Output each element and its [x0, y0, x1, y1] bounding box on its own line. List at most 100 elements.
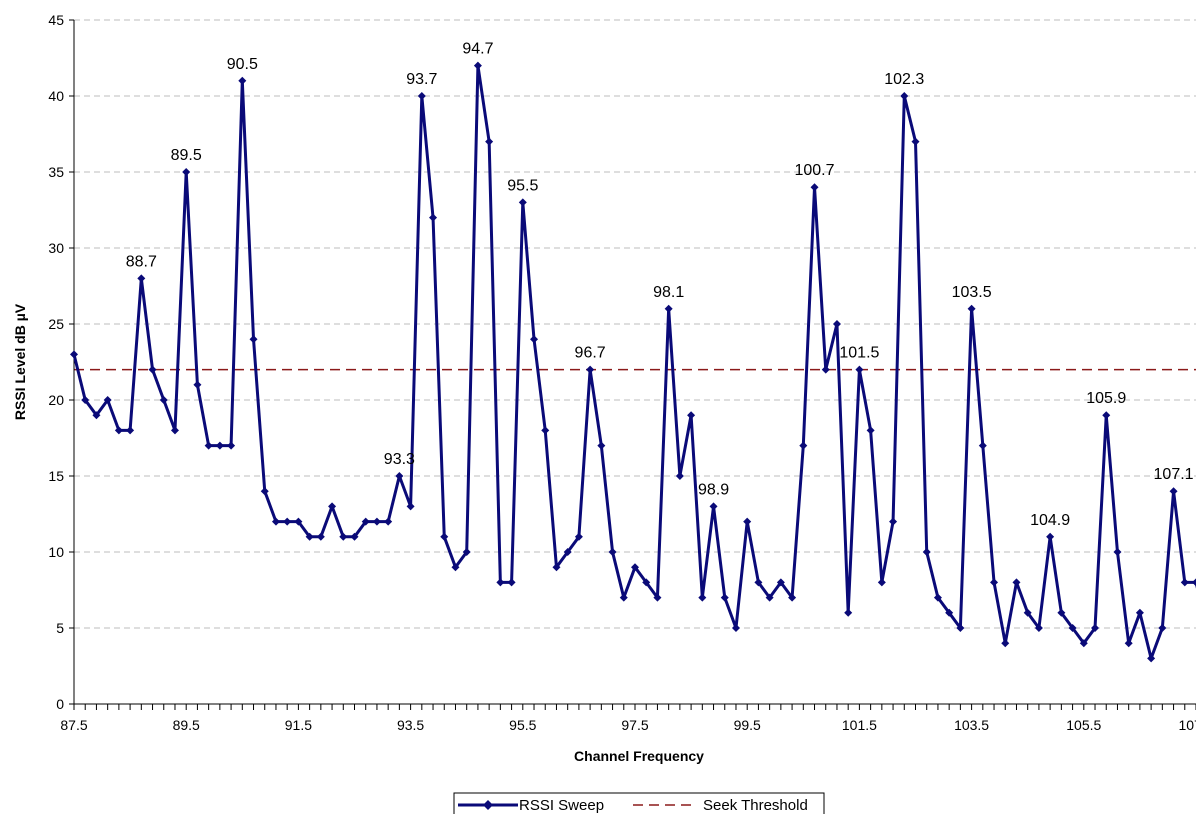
- legend-sweep-label: RSSI Sweep: [519, 797, 604, 814]
- peak-label: 96.7: [575, 345, 606, 362]
- rssi-sweep-point: [866, 426, 875, 435]
- rssi-sweep-point: [664, 304, 673, 313]
- rssi-sweep-point: [1192, 578, 1196, 587]
- rssi-sweep-point: [182, 168, 191, 176]
- y-tick-label: 5: [56, 620, 64, 636]
- peak-label: 90.5: [227, 56, 258, 73]
- peak-label: 102.3: [884, 71, 924, 88]
- rssi-sweep-point: [1023, 608, 1032, 617]
- rssi-sweep-point: [967, 304, 976, 313]
- legend-threshold-label: Seek Threshold: [703, 797, 808, 814]
- rssi-sweep-point: [271, 517, 280, 526]
- rssi-sweep-point: [631, 563, 639, 572]
- rssi-sweep-point: [1180, 578, 1189, 587]
- rssi-sweep-point: [1124, 639, 1133, 648]
- x-tick-label: 91.5: [285, 717, 312, 733]
- rssi-sweep-point: [1079, 639, 1088, 648]
- y-tick-label: 0: [56, 696, 64, 712]
- rssi-sweep-point: [1012, 578, 1021, 587]
- rssi-sweep-point: [1001, 639, 1010, 648]
- y-axis-title: RSSI Level dB µV: [12, 303, 28, 420]
- rssi-sweep-point: [608, 548, 617, 556]
- rssi-sweep-point: [170, 426, 179, 435]
- rssi-sweep-point: [328, 502, 337, 511]
- rssi-sweep-point: [642, 578, 651, 587]
- y-tick-label: 20: [48, 392, 64, 408]
- rssi-sweep-point: [227, 441, 236, 450]
- rssi-sweep-point: [193, 380, 202, 389]
- rssi-sweep-point: [260, 487, 269, 496]
- rssi-sweep-point: [395, 472, 404, 480]
- rssi-sweep-point: [619, 593, 628, 602]
- rssi-sweep-point: [429, 213, 438, 222]
- peak-label: 98.9: [698, 481, 729, 498]
- rssi-sweep-point: [148, 365, 157, 374]
- rssi-sweep-point: [788, 593, 797, 602]
- peak-annotations: 88.7 89.5 90.5 93.3 93.7 94.7 95.5 96.7 98.1 98.9…: [126, 41, 1194, 529]
- rssi-sweep-point: [92, 411, 101, 420]
- rssi-sweep-point: [1046, 532, 1055, 541]
- x-axis-title: Channel Frequency: [574, 748, 704, 764]
- x-tick-label: 89.5: [173, 717, 200, 733]
- rssi-sweep-point: [743, 517, 752, 526]
- rssi-sweep-point: [709, 502, 718, 511]
- rssi-sweep-point: [653, 593, 662, 602]
- rssi-sweep-point: [114, 426, 123, 435]
- y-tick-label: 35: [48, 164, 64, 180]
- rssi-sweep-point: [249, 335, 258, 344]
- rssi-sweep-point: [159, 396, 168, 404]
- rssi-sweep-point: [339, 532, 348, 541]
- rssi-sweep-point: [305, 532, 314, 541]
- rssi-sweep-point: [283, 517, 292, 526]
- rssi-sweep-point: [126, 426, 135, 435]
- peak-label: 94.7: [462, 41, 493, 58]
- rssi-sweep-point: [1091, 624, 1100, 632]
- rssi-sweep-point: [933, 593, 942, 602]
- y-tick-label: 25: [48, 316, 64, 332]
- peak-label: 103.5: [952, 284, 992, 301]
- rssi-sweep-point: [832, 320, 841, 328]
- rssi-sweep-point: [496, 578, 505, 587]
- rssi-sweep-point: [316, 532, 325, 541]
- y-tick-label: 45: [48, 12, 64, 28]
- rssi-sweep-point: [821, 365, 830, 374]
- peak-label: 101.5: [839, 345, 879, 362]
- peak-label: 100.7: [794, 162, 834, 179]
- x-tick-label: 87.5: [60, 717, 87, 733]
- rssi-sweep-point: [361, 517, 370, 526]
- rssi-sweep-point: [294, 517, 303, 526]
- peak-label: 107.1: [1154, 466, 1194, 483]
- rssi-sweep-point: [889, 517, 898, 526]
- peak-label: 93.7: [406, 71, 437, 88]
- x-tick-label: 103.5: [954, 717, 989, 733]
- rssi-sweep-point: [417, 92, 426, 100]
- rssi-sweep-point: [137, 274, 146, 283]
- rssi-sweep-point: [687, 411, 696, 420]
- rssi-sweep-point: [1057, 608, 1066, 617]
- rssi-sweep-point: [350, 532, 359, 541]
- rssi-sweep-point: [844, 608, 853, 617]
- rssi-sweep-point: [1158, 624, 1167, 632]
- rssi-sweep-point: [978, 441, 987, 450]
- rssi-sweep-point: [698, 593, 707, 602]
- x-tick-label: 105.5: [1066, 717, 1101, 733]
- x-tick-label: 97.5: [621, 717, 648, 733]
- x-tick-label: 101.5: [842, 717, 877, 733]
- rssi-sweep-point: [776, 578, 785, 587]
- peak-label: 104.9: [1030, 512, 1070, 529]
- y-tick-label: 30: [48, 240, 64, 256]
- rssi-sweep-point: [799, 441, 808, 450]
- axes: 0 5 10 15 20 25 30 35 40 45 87.5 89.5 91.5 93.5 95.5 97…: [48, 12, 1196, 733]
- rssi-sweep-point: [473, 61, 482, 70]
- legend-sweep-marker: [483, 800, 493, 810]
- x-tick-label: 93.5: [397, 717, 424, 733]
- rssi-sweep-point: [574, 532, 583, 541]
- y-tick-label: 15: [48, 468, 64, 484]
- rssi-sweep-point: [597, 441, 606, 450]
- legend: RSSI Sweep Seek Threshold: [453, 792, 825, 814]
- rssi-sweep-point: [765, 593, 774, 602]
- peak-label: 95.5: [507, 177, 538, 194]
- rssi-sweep-point: [855, 365, 864, 374]
- peak-label: 98.1: [653, 284, 684, 301]
